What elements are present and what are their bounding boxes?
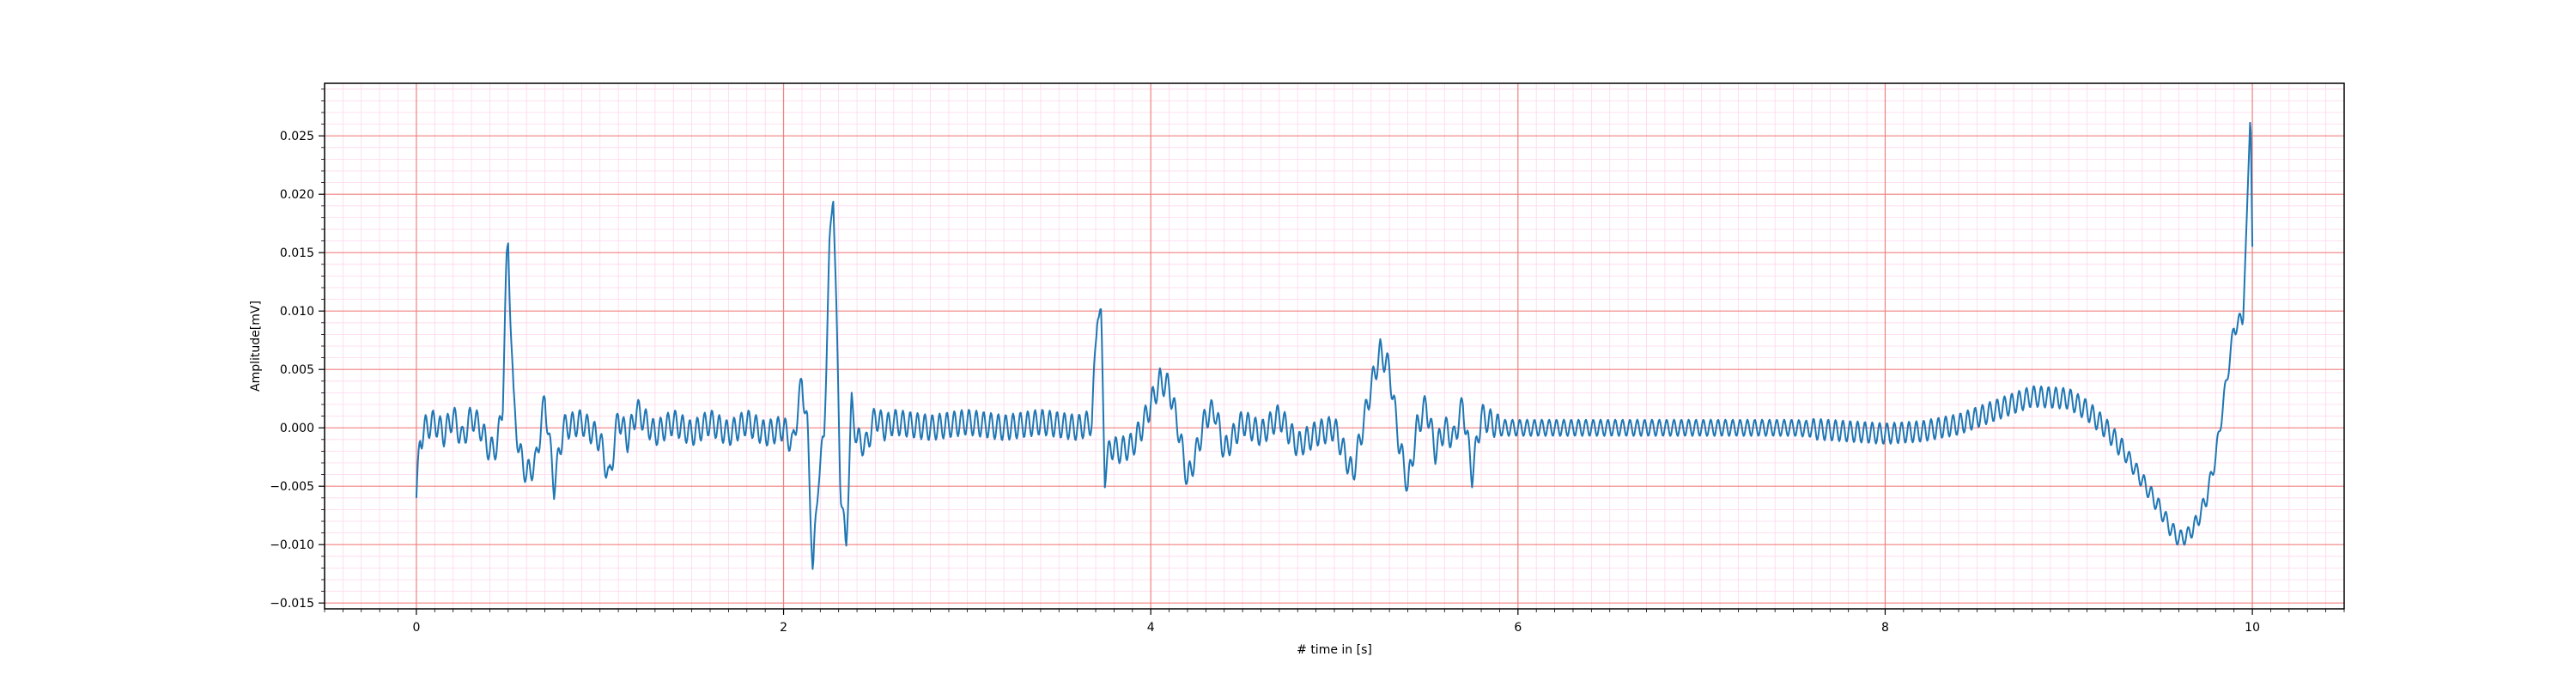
major-grid [325,83,2344,609]
x-tick-label: 6 [1514,621,1522,635]
x-axis-label: # time in [s] [1297,643,1372,657]
y-tick-label: 0.020 [280,188,314,202]
x-tick-label: 10 [2245,621,2260,635]
series-line-0 [415,121,2254,570]
axis-ticks [319,88,2345,615]
x-tick-label: 4 [1147,621,1155,635]
tick-labels: 0 2 4 6 8 10 −0.015 −0.010 −0.005 0.000 0.005 0.010… [270,130,2260,635]
y-tick-label: 0.025 [280,130,314,143]
y-axis-label: Amplitude[mV] [249,301,263,392]
minor-grid [324,83,2345,609]
series-layer [415,121,2254,570]
x-tick-label: 8 [1881,621,1889,635]
y-tick-label: −0.005 [270,480,314,494]
y-tick-label: −0.010 [270,538,314,552]
y-tick-label: −0.015 [270,597,314,611]
x-tick-label: 0 [412,621,420,635]
x-tick-label: 2 [780,621,787,635]
y-tick-label: 0.005 [280,363,314,377]
y-tick-label: 0.000 [280,422,314,435]
y-tick-label: 0.015 [280,246,314,260]
y-tick-label: 0.010 [280,305,314,319]
